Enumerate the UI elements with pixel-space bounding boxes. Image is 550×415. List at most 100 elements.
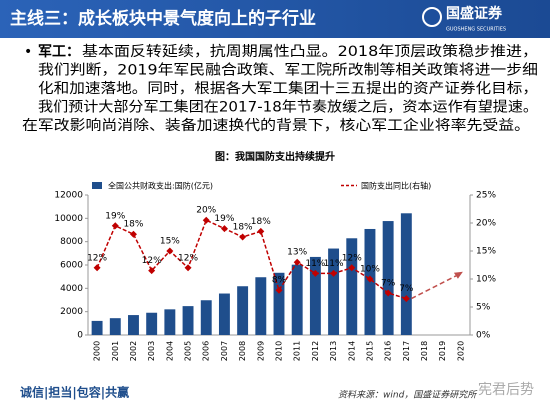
y2-tick-label: 15%	[476, 247, 496, 257]
x-tick-label: 2014	[347, 341, 356, 361]
line-marker	[166, 247, 174, 255]
bar	[218, 293, 230, 335]
line-marker	[275, 286, 283, 294]
y-tick-label: 2000	[60, 307, 83, 317]
data-label: 11%	[324, 259, 344, 269]
x-tick-label: 2019	[438, 341, 447, 361]
bar	[237, 286, 249, 335]
data-label: 11%	[305, 259, 325, 269]
x-tick-label: 2000	[93, 341, 102, 361]
x-tick-label: 2016	[384, 341, 393, 361]
data-label: 13%	[287, 248, 307, 258]
line-marker	[220, 225, 228, 233]
x-tick-label: 2018	[420, 341, 429, 361]
bar	[109, 318, 121, 335]
bar	[200, 300, 212, 335]
header-bar	[0, 0, 550, 38]
data-label: 20%	[196, 206, 216, 216]
line-marker	[330, 269, 338, 277]
x-tick-label: 2007	[220, 341, 229, 361]
footer-slogan: 诚信|担当|包容|共赢	[20, 385, 129, 400]
x-tick-label: 2010	[275, 341, 284, 361]
body-line: 化和加速落地。同时，根据各大军工集团十三五提出的资产证券化目标，	[38, 80, 538, 97]
line-marker	[402, 295, 410, 303]
line-marker	[348, 264, 356, 272]
bar	[400, 213, 412, 335]
logo: 国盛证券	[446, 5, 503, 22]
data-label: 7%	[399, 284, 414, 294]
data-label: 18%	[251, 217, 271, 227]
line-marker	[384, 289, 392, 297]
body-line: 在军改影响尚消除、装备加速换代的背景下，核心军工企业将率先受益。	[22, 117, 530, 134]
data-label: 18%	[123, 220, 143, 230]
x-tick-label: 2008	[238, 341, 247, 361]
line-marker	[148, 267, 156, 275]
line-marker	[93, 264, 101, 272]
x-tick-label: 2013	[329, 341, 338, 361]
line-marker	[202, 216, 210, 224]
y2-tick-label: 0%	[476, 331, 491, 341]
y-tick-label: 8000	[60, 237, 83, 247]
legend-label: 国防支出同比(右轴)	[361, 181, 431, 191]
watermark: 宪君后势	[478, 381, 534, 398]
y-tick-label: 12000	[54, 191, 83, 201]
data-label: 12%	[87, 253, 107, 263]
bar	[291, 264, 303, 335]
bar	[328, 248, 340, 335]
y2-tick-label: 10%	[476, 275, 496, 285]
body-text: 基本面反转延续，抗周期属性凸显。2018年顶层政策稳步推进， 我们判断，2019年…	[22, 43, 538, 134]
body-line: 我们预计大部分军工集团在2017-18年节奏放缓之后，资本运作有望提速。	[38, 99, 538, 116]
body-line: 基本面反转延续，抗周期属性凸显。2018年顶层政策稳步推进，	[82, 43, 538, 60]
x-tick-label: 2015	[365, 341, 374, 361]
y-tick-label: 4000	[60, 284, 83, 294]
bar	[128, 315, 139, 335]
y2-tick-label: 25%	[476, 191, 496, 201]
y2-tick-label: 20%	[476, 219, 496, 229]
data-label: 12%	[178, 253, 198, 263]
footer-source: 资料来源：wind，国盛证券研究所	[338, 390, 478, 401]
header-title: 主线三：成长板块中景气度向上的子行业	[10, 8, 316, 29]
x-tick-label: 2006	[202, 341, 211, 361]
data-label: 19%	[105, 211, 125, 221]
bar	[273, 272, 285, 335]
x-tick-label: 2011	[293, 341, 302, 361]
body-line: 我们判断，2019年军民融合政策、军工院所改制等相关政策将进一步细	[38, 62, 538, 79]
x-tick-label: 2004	[165, 341, 174, 361]
x-tick-label: 2005	[184, 341, 193, 361]
bar	[255, 277, 267, 335]
line-marker	[311, 269, 319, 277]
line-marker	[366, 275, 374, 283]
bar	[382, 221, 394, 335]
bullet: •	[24, 44, 32, 60]
x-tick-label: 2002	[129, 341, 138, 361]
chart-title: 图：我国国防支出持续提升	[215, 150, 335, 163]
x-tick-label: 2012	[311, 341, 320, 361]
x-tick-label: 2001	[111, 341, 120, 361]
data-label: 19%	[214, 214, 234, 224]
y-tick-label: 0	[77, 331, 83, 341]
bar	[309, 256, 321, 335]
legend-swatch	[92, 182, 102, 189]
line-marker	[239, 233, 247, 241]
data-label: 10%	[360, 265, 380, 275]
x-tick-label: 2020	[456, 341, 465, 361]
bar	[164, 309, 176, 335]
y-tick-label: 10000	[54, 214, 83, 224]
line-marker	[111, 222, 119, 230]
line-marker	[293, 258, 301, 266]
projection-arrow-head	[453, 271, 463, 279]
data-label: 18%	[233, 223, 253, 233]
x-tick-label: 2003	[147, 341, 156, 361]
bar	[91, 320, 103, 335]
line-marker	[184, 264, 192, 272]
bar	[146, 312, 158, 335]
data-label: 15%	[160, 237, 180, 247]
y-tick-label: 6000	[60, 261, 83, 271]
data-label: 8%	[272, 276, 287, 286]
data-label: 7%	[381, 279, 396, 289]
line-marker	[257, 227, 265, 235]
bar	[346, 238, 358, 335]
